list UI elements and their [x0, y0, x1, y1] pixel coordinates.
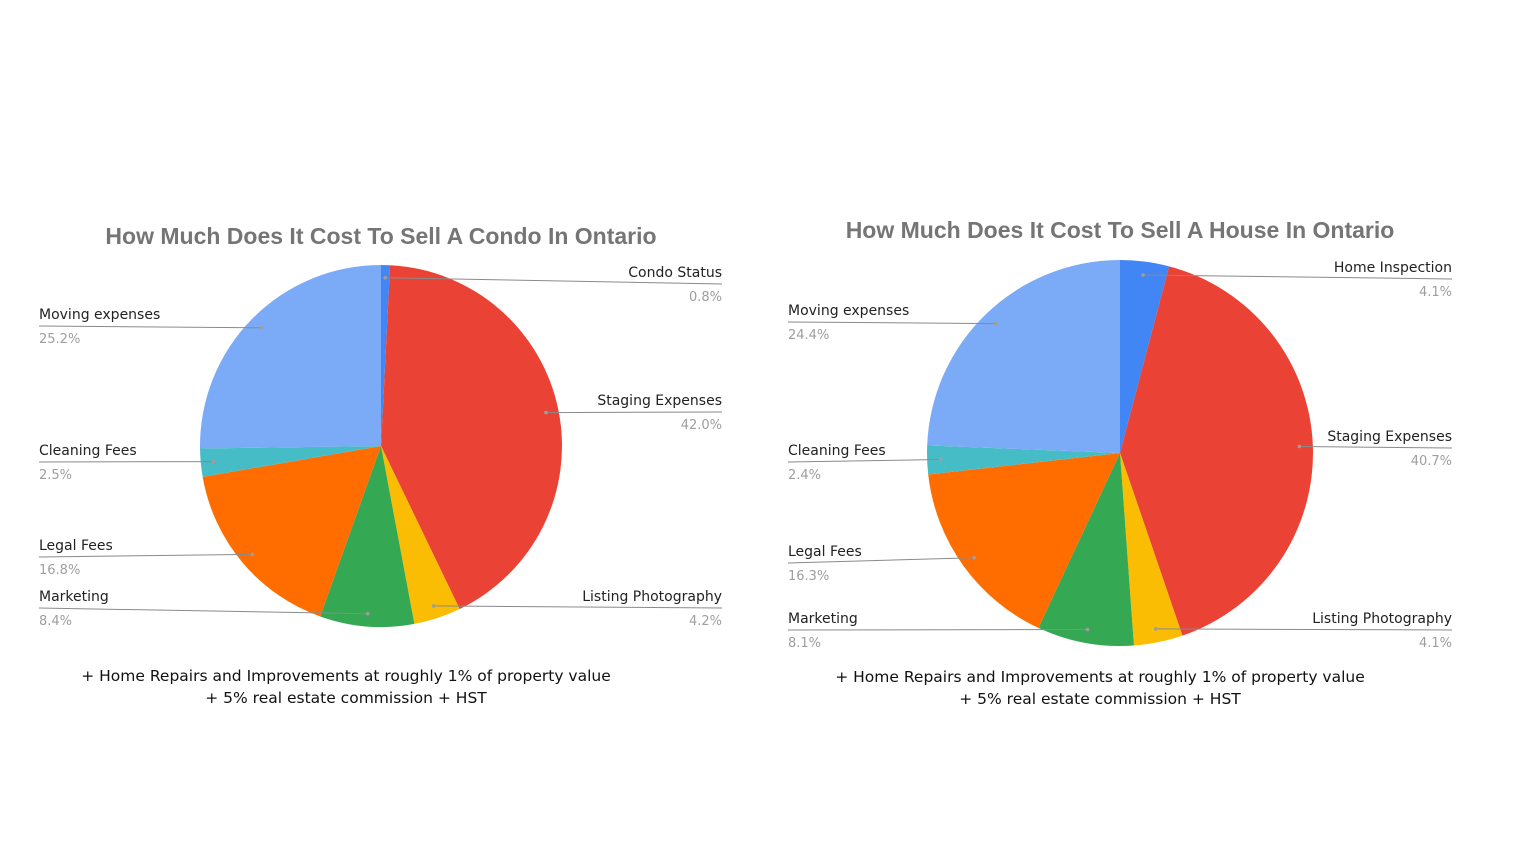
house-note-commission: + 5% real estate commission + HST — [959, 690, 1241, 708]
house-label-legal-fees: Legal Fees — [788, 544, 862, 560]
house-pct-marketing: 8.1% — [788, 636, 821, 651]
house-label-moving-expenses: Moving expenses — [788, 303, 909, 319]
house-pct-cleaning-fees: 2.4% — [788, 468, 821, 483]
house-label-cleaning-fees: Cleaning Fees — [788, 443, 886, 459]
house-pct-legal-fees: 16.3% — [788, 569, 829, 584]
house-pct-home-inspection: 4.1% — [1419, 285, 1452, 300]
condo-leader-dot-moving-expenses — [259, 326, 263, 330]
house-chart-title: How Much Does It Cost To Sell A House In… — [846, 217, 1395, 243]
condo-leader-dot-staging-expenses — [544, 410, 548, 415]
condo-label-listing-photography: Listing Photography — [582, 589, 722, 605]
house-slice-staging-expenses — [1120, 266, 1314, 636]
condo-label-staging-expenses: Staging Expenses — [597, 393, 722, 409]
house-pie-chart: How Much Does It Cost To Sell A House In… — [787, 217, 1453, 651]
condo-slice-marketing — [320, 446, 415, 627]
house-leader-dot-home-inspection — [1141, 273, 1145, 277]
house-leader-legal-fees — [787, 557, 975, 564]
condo-slice-cleaning-fees — [200, 446, 381, 477]
condo-leader-listing-photography — [433, 605, 723, 609]
condo-chart-notes: + Home Repairs and Improvements at rough… — [81, 665, 611, 709]
house-slice-moving-expenses — [927, 260, 1120, 453]
condo-slice-listing-photography — [381, 446, 460, 624]
house-slice-marketing — [1038, 453, 1134, 647]
house-slice-home-inspection — [1120, 260, 1170, 453]
house-leader-dot-staging-expenses — [1297, 444, 1302, 449]
condo-leader-condo-status — [385, 277, 723, 285]
house-slice-cleaning-fees — [927, 445, 1120, 475]
condo-chart-title: How Much Does It Cost To Sell A Condo In… — [105, 223, 656, 249]
condo-pct-staging-expenses: 42.0% — [681, 418, 722, 433]
condo-slice-staging-expenses — [381, 265, 562, 609]
condo-leader-moving-expenses — [38, 325, 262, 329]
condo-leader-dot-listing-photography — [431, 604, 436, 608]
house-leader-marketing — [787, 629, 1088, 631]
house-leader-dot-marketing — [1085, 627, 1090, 632]
house-label-home-inspection: Home Inspection — [1334, 260, 1452, 276]
condo-note-commission: + 5% real estate commission + HST — [205, 689, 487, 707]
condo-leader-legal-fees — [38, 553, 253, 558]
house-pct-moving-expenses: 24.4% — [788, 328, 829, 343]
house-pct-listing-photography: 4.1% — [1419, 636, 1452, 651]
house-note-repairs: + Home Repairs and Improvements at rough… — [835, 668, 1365, 686]
condo-pct-legal-fees: 16.8% — [39, 563, 80, 578]
house-leader-staging-expenses — [1299, 446, 1453, 449]
house-leader-dot-listing-photography — [1154, 627, 1158, 631]
condo-label-moving-expenses: Moving expenses — [39, 307, 160, 323]
house-leader-dot-moving-expenses — [993, 321, 998, 326]
condo-label-legal-fees: Legal Fees — [39, 538, 113, 554]
house-label-staging-expenses: Staging Expenses — [1327, 429, 1452, 445]
house-leader-home-inspection — [1142, 274, 1453, 280]
condo-pct-moving-expenses: 25.2% — [39, 332, 80, 347]
house-leader-listing-photography — [1155, 628, 1453, 631]
condo-pie-chart: How Much Does It Cost To Sell A Condo In… — [38, 223, 723, 629]
condo-label-cleaning-fees: Cleaning Fees — [39, 443, 137, 459]
house-slice-listing-photography — [1120, 453, 1183, 646]
condo-pct-cleaning-fees: 2.5% — [39, 468, 72, 483]
house-leader-cleaning-fees — [787, 459, 941, 463]
condo-leader-dot-legal-fees — [250, 552, 254, 557]
house-leader-moving-expenses — [787, 321, 996, 325]
condo-leader-dot-cleaning-fees — [211, 459, 216, 464]
house-leader-dot-cleaning-fees — [938, 457, 943, 462]
condo-leader-dot-marketing — [366, 612, 370, 616]
condo-label-condo-status: Condo Status — [628, 265, 722, 281]
condo-pct-listing-photography: 4.2% — [689, 614, 722, 629]
house-chart-notes: + Home Repairs and Improvements at rough… — [835, 666, 1365, 710]
condo-leader-staging-expenses — [545, 411, 723, 414]
house-label-marketing: Marketing — [788, 611, 858, 627]
condo-pct-condo-status: 0.8% — [689, 290, 722, 305]
condo-leader-dot-condo-status — [383, 275, 388, 280]
house-label-listing-photography: Listing Photography — [1312, 611, 1452, 627]
house-pct-staging-expenses: 40.7% — [1411, 454, 1452, 469]
condo-note-repairs: + Home Repairs and Improvements at rough… — [81, 667, 611, 685]
condo-slice-moving-expenses — [200, 265, 381, 449]
house-slice-legal-fees — [928, 453, 1120, 628]
condo-leader-marketing — [38, 607, 368, 615]
condo-label-marketing: Marketing — [39, 589, 109, 605]
house-leader-dot-legal-fees — [972, 555, 976, 560]
condo-slice-legal-fees — [202, 446, 381, 617]
condo-slice-condo-status — [381, 265, 391, 446]
condo-pct-marketing: 8.4% — [39, 614, 72, 629]
